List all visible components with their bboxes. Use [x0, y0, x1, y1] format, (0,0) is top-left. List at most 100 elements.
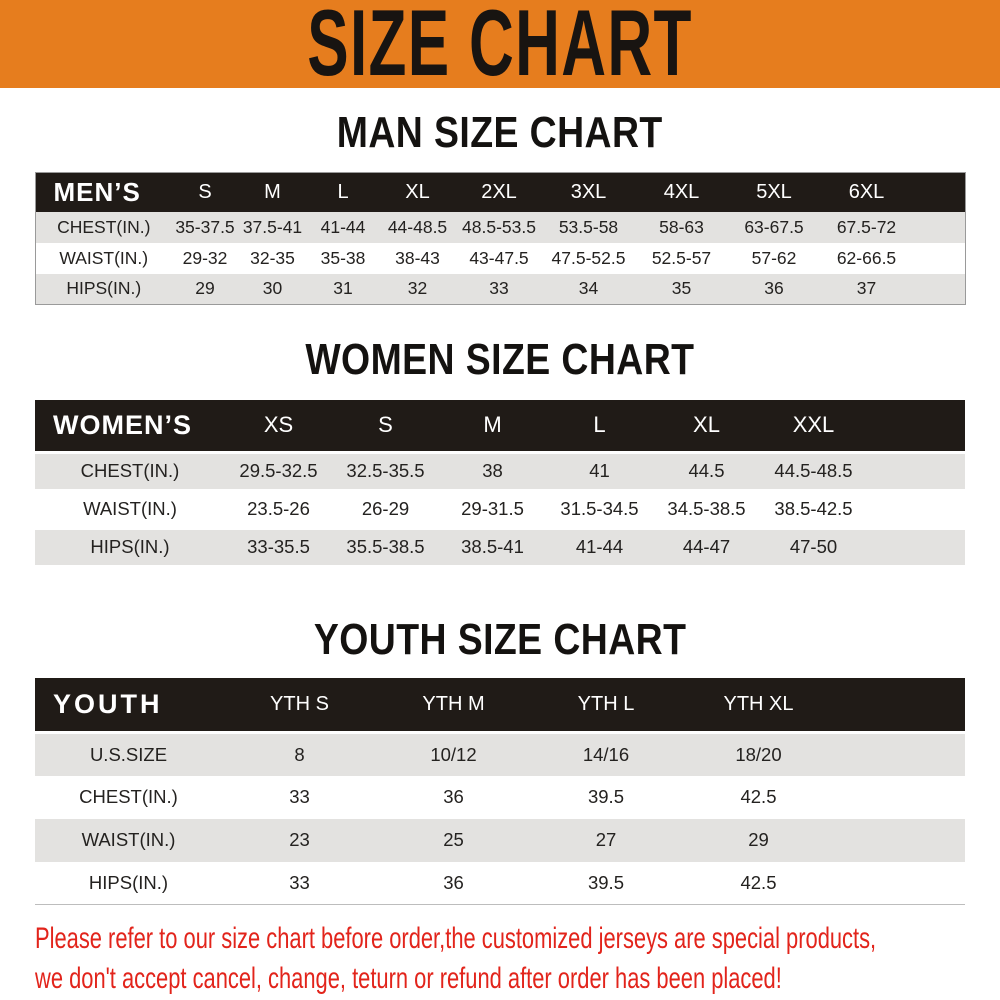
size-cell: 41: [589, 460, 610, 481]
size-cell: 31: [333, 278, 353, 299]
youth-chest-row: CHEST(IN.) 33 36 39.5 42.5: [35, 776, 965, 819]
size-cell: 33-35.5: [247, 536, 310, 557]
size-cell: YTH XL: [723, 692, 794, 715]
women-section-heading: WOMEN SIZE CHART: [305, 335, 695, 384]
size-cell: 37.5-41: [242, 216, 303, 237]
women-chest-row: CHEST(IN.) 29.5-32.5 32.5-35.5 38 41 44.5 44.…: [35, 452, 965, 490]
size-cell: 23.5-26: [247, 498, 310, 519]
size-cell: 35.5-38.5: [346, 536, 425, 557]
size-cell: 63-67.5: [744, 216, 804, 237]
size-cell: 38.5-42.5: [774, 498, 853, 519]
size-cell: 57-62: [751, 247, 797, 268]
men-size-table: MEN’S S M L XL 2XL 3XL 4XL 5XL 6XL CHEST(IN.) 35…: [34, 172, 966, 305]
note-line-1: Please refer to our size chart before or…: [35, 922, 877, 955]
size-cell: 29: [748, 829, 769, 850]
row-label-chest: CHEST(IN.): [80, 460, 180, 481]
size-cell: 42.5: [740, 786, 777, 807]
youth-section-heading: YOUTH SIZE CHART: [313, 614, 687, 664]
size-cell: S: [378, 412, 393, 438]
spacer-cell: [867, 452, 965, 490]
size-cell: 4XL: [663, 180, 700, 203]
spacer-cell: [867, 490, 965, 528]
size-cell: 18/20: [735, 743, 782, 765]
size-cell: 29: [195, 278, 215, 299]
men-heading-wrap: MAN SIZE CHART: [0, 111, 1000, 155]
size-cell: 36: [443, 786, 464, 807]
size-cell: 25: [443, 829, 464, 850]
size-cell: 42.5: [740, 871, 777, 893]
row-label-waist: WAIST(IN.): [83, 498, 177, 519]
spacer-cell: [913, 243, 965, 274]
size-cell: 10/12: [430, 743, 477, 765]
men-table-corner-label: MEN’S: [53, 176, 141, 207]
size-cell: 39.5: [587, 871, 624, 893]
youth-section: YOUTH SIZE CHART YOUTH YTH S YTH M YTH L YT…: [0, 614, 1000, 905]
size-cell: 38.5-41: [461, 536, 524, 557]
youth-table-header-row: YOUTH YTH S YTH M YTH L YTH XL: [35, 677, 965, 733]
size-cell: 6XL: [848, 180, 885, 203]
size-cell: XL: [693, 412, 720, 438]
size-cell: 41-44: [575, 536, 624, 557]
size-cell: M: [264, 180, 281, 203]
page-title: SIZE CHART: [307, 0, 693, 88]
spacer-cell: [867, 400, 965, 452]
row-label-hips: HIPS(IN.): [88, 871, 169, 893]
size-cell: 29.5-32.5: [239, 460, 318, 481]
size-cell: 44-48.5: [387, 216, 448, 237]
spacer-cell: [913, 212, 965, 243]
size-cell: 33: [289, 786, 310, 807]
note-line-2: we don't accept cancel, change, teturn o…: [35, 962, 782, 995]
youth-waist-row: WAIST(IN.) 23 25 27 29: [35, 818, 965, 862]
size-cell: 34.5-38.5: [667, 498, 746, 519]
youth-heading-wrap: YOUTH SIZE CHART: [0, 614, 1000, 664]
row-label-hips: HIPS(IN.): [66, 278, 142, 299]
youth-hips-row: HIPS(IN.) 33 36 39.5 42.5: [35, 862, 965, 905]
spacer-cell: [913, 173, 965, 212]
women-table-header-row: WOMEN’S XS S M L XL XXL: [35, 400, 965, 452]
size-cell: 52.5-57: [651, 247, 712, 268]
size-cell: YTH M: [422, 692, 485, 715]
youth-table-corner-label: YOUTH: [53, 688, 163, 719]
spacer-cell: [913, 274, 965, 305]
size-cell: L: [337, 180, 349, 203]
size-cell: 38-43: [395, 247, 440, 268]
men-section: MAN SIZE CHART MEN’S S M L XL 2XL 3XL 4XL 5XL 6X…: [0, 111, 1000, 305]
row-label-waist: WAIST(IN.): [59, 247, 149, 268]
size-cell: YTH L: [577, 692, 635, 715]
size-cell: 39.5: [587, 786, 624, 807]
women-heading-wrap: WOMEN SIZE CHART: [0, 338, 1000, 382]
row-label-chest: CHEST(IN.): [57, 216, 151, 237]
size-cell: 33: [289, 871, 310, 893]
size-cell: XS: [263, 412, 294, 438]
size-cell: M: [483, 412, 502, 438]
size-cell: 44.5: [688, 460, 725, 481]
size-cell: 35-38: [320, 247, 366, 268]
women-size-table: WOMEN’S XS S M L XL XXL CHEST(IN.) 29.5-32.5 3…: [35, 400, 965, 568]
size-cell: 35-37.5: [175, 216, 235, 237]
size-cell: 30: [262, 278, 283, 299]
size-cell: 8: [294, 743, 305, 765]
size-cell: XL: [405, 180, 430, 203]
size-cell: 47.5-52.5: [551, 247, 626, 268]
spacer-cell: [835, 733, 965, 776]
row-label-ussize: U.S.SIZE: [89, 743, 168, 765]
size-cell: 27: [595, 829, 617, 850]
spacer-cell: [867, 528, 965, 566]
size-cell: 43-47.5: [469, 247, 529, 268]
size-cell: 26-29: [361, 498, 410, 519]
size-cell: 37: [856, 278, 877, 299]
spacer-cell: [835, 819, 965, 862]
size-cell: 32: [407, 278, 428, 299]
size-cell: 3XL: [570, 180, 607, 203]
men-section-heading: MAN SIZE CHART: [337, 108, 663, 157]
size-cell: 41-44: [320, 216, 366, 237]
men-chest-row: CHEST(IN.) 35-37.5 37.5-41 41-44 44-48.5 48.…: [35, 211, 965, 243]
size-cell: 5XL: [756, 180, 792, 203]
size-cell: 67.5-72: [836, 216, 897, 237]
size-cell: S: [198, 180, 212, 203]
size-cell: 29-31.5: [461, 498, 524, 519]
size-cell: 58-63: [659, 216, 704, 237]
row-label-hips: HIPS(IN.): [90, 536, 170, 557]
men-hips-row: HIPS(IN.) 29 30 31 32 33 34 35 36 37: [35, 273, 965, 305]
